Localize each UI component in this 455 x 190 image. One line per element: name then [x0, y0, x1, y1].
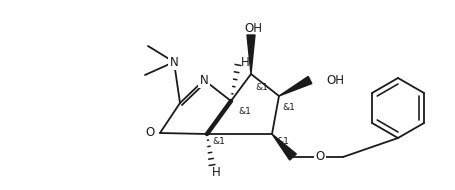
Text: &1: &1 — [281, 102, 294, 112]
Polygon shape — [247, 35, 254, 74]
Text: OH: OH — [243, 21, 262, 35]
Text: O: O — [315, 150, 324, 164]
Polygon shape — [278, 76, 311, 96]
Text: OH: OH — [325, 74, 343, 86]
Text: &1: &1 — [212, 136, 224, 146]
Text: &1: &1 — [254, 83, 267, 93]
Text: N: N — [199, 74, 208, 86]
Polygon shape — [271, 134, 296, 160]
Text: H: H — [240, 55, 249, 69]
Text: &1: &1 — [238, 108, 250, 116]
Text: H: H — [211, 165, 220, 178]
Text: &1: &1 — [275, 136, 288, 146]
Text: O: O — [145, 127, 154, 139]
Text: N: N — [169, 55, 178, 69]
